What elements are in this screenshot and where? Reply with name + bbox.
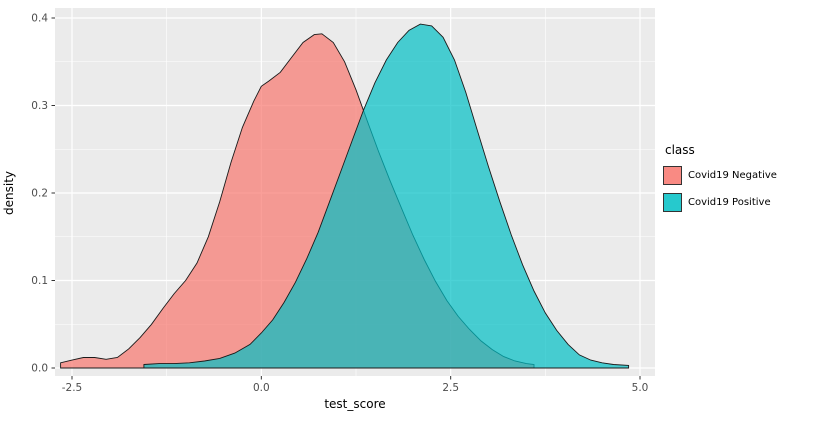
x-tick-label: 2.5 (442, 382, 459, 394)
legend-title: class (665, 143, 695, 157)
legend-items: Covid19 Negative Covid19 Positive (663, 166, 813, 212)
y-tick-label: 0.0 (31, 363, 48, 375)
y-tick-label: 0.3 (31, 100, 48, 112)
x-tick-label: 5.0 (632, 382, 649, 394)
x-tick-label: 0.0 (253, 382, 270, 394)
x-axis-title: test_score (324, 397, 386, 411)
legend-item-label: Covid19 Positive (688, 197, 771, 208)
density-curve-positive (143, 23, 630, 369)
x-tick-label: -2.5 (62, 382, 83, 394)
y-tick-label: 0.4 (31, 13, 48, 25)
y-tick-label: 0.1 (31, 275, 48, 287)
legend-item: Covid19 Positive (663, 193, 813, 212)
legend: class Covid19 Negative Covid19 Positive (663, 143, 813, 220)
legend-key-swatch (663, 193, 682, 212)
y-tick-label: 0.2 (31, 188, 48, 200)
legend-item: Covid19 Negative (663, 166, 813, 185)
legend-key-swatch (663, 166, 682, 185)
y-axis-title: density (2, 171, 16, 215)
legend-item-label: Covid19 Negative (688, 170, 777, 181)
